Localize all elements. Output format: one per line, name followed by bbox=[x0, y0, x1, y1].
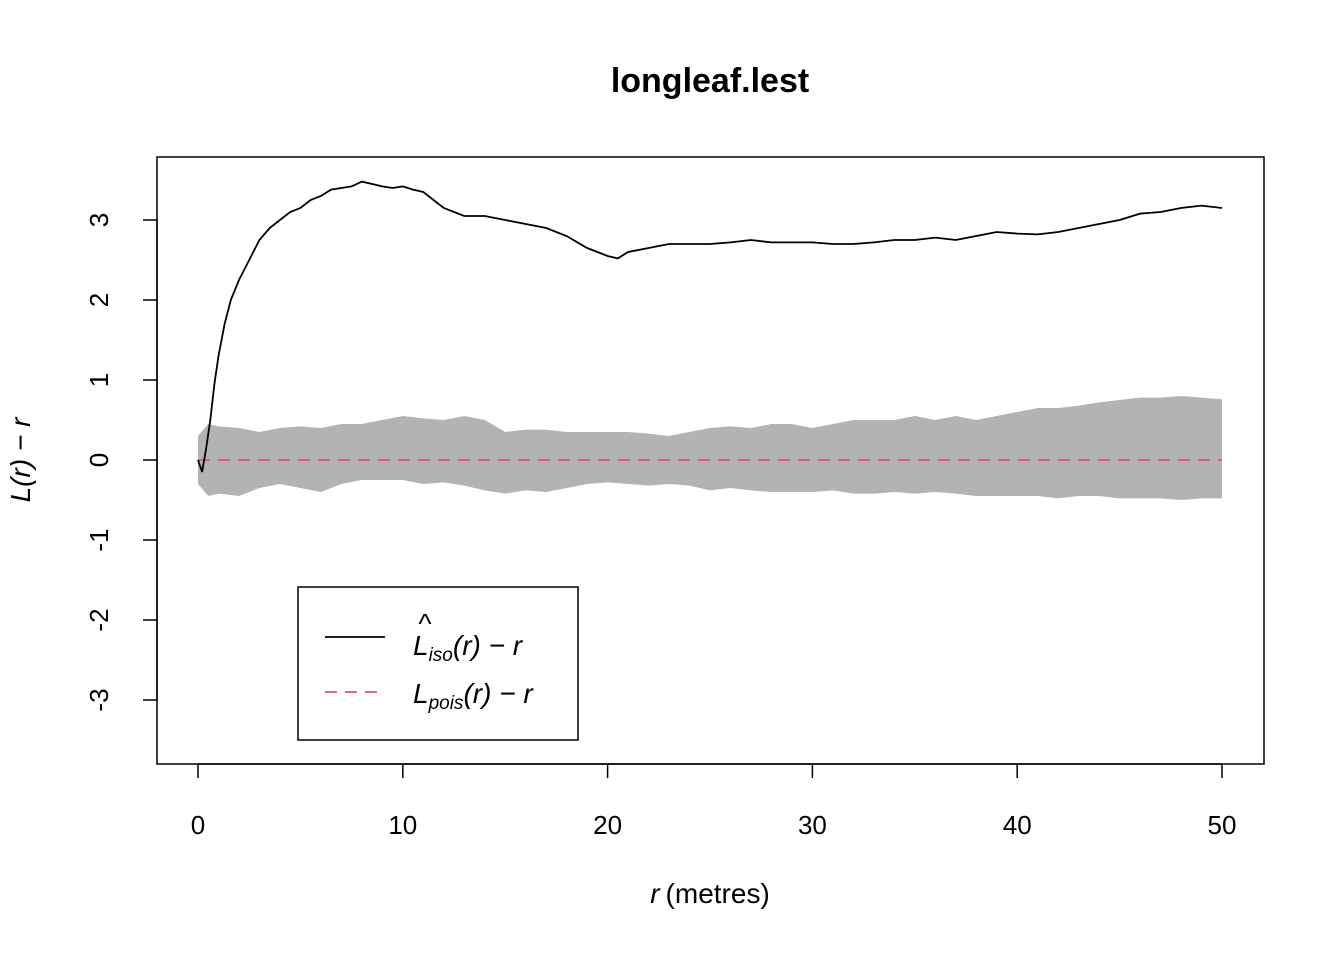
x-axis-label-unit: (metres) bbox=[666, 878, 770, 909]
confidence-envelope bbox=[198, 396, 1222, 500]
y-tick-label: -3 bbox=[84, 688, 114, 711]
series-line-observed bbox=[197, 180, 1223, 473]
data-series bbox=[197, 180, 1223, 473]
x-tick-label: 10 bbox=[388, 810, 417, 840]
x-tick-label: 0 bbox=[191, 810, 205, 840]
legend-hat-observed: ^ bbox=[418, 608, 432, 639]
legend-tail-theoretical: (r) − r bbox=[463, 678, 534, 709]
legend-main-theoretical: L bbox=[413, 678, 429, 709]
legend-entry-observed: Liso(r) − r bbox=[413, 630, 524, 666]
y-axis: -3 -2 -1 0 1 2 3 bbox=[84, 213, 158, 712]
x-axis: 0 10 20 30 40 50 bbox=[191, 763, 1237, 840]
legend-box bbox=[297, 586, 579, 741]
y-tick-label: 0 bbox=[84, 453, 114, 467]
envelope-band bbox=[198, 396, 1222, 500]
chart-title: longleaf.lest bbox=[611, 62, 809, 100]
legend: Liso(r) − r ^ Lpois(r) − r bbox=[297, 586, 579, 741]
y-tick-label: 1 bbox=[84, 373, 114, 387]
x-tick-label: 40 bbox=[1003, 810, 1032, 840]
y-tick-label: 3 bbox=[84, 213, 114, 227]
y-tick-label: -1 bbox=[84, 528, 114, 551]
y-axis-label: L(r) − r bbox=[5, 416, 36, 502]
legend-sub-theoretical: pois bbox=[428, 693, 464, 714]
x-axis-label: r (metres) bbox=[650, 878, 770, 909]
x-tick-label: 20 bbox=[593, 810, 622, 840]
legend-entry-theoretical: Lpois(r) − r bbox=[413, 678, 534, 714]
legend-main-observed: L bbox=[413, 630, 429, 661]
legend-tail-observed: (r) − r bbox=[453, 630, 524, 661]
legend-sub-observed: iso bbox=[429, 645, 453, 666]
y-tick-label: 2 bbox=[84, 293, 114, 307]
x-axis-label-var: r bbox=[650, 878, 661, 909]
y-tick-label: -2 bbox=[84, 608, 114, 631]
x-tick-label: 30 bbox=[798, 810, 827, 840]
x-tick-label: 50 bbox=[1208, 810, 1237, 840]
